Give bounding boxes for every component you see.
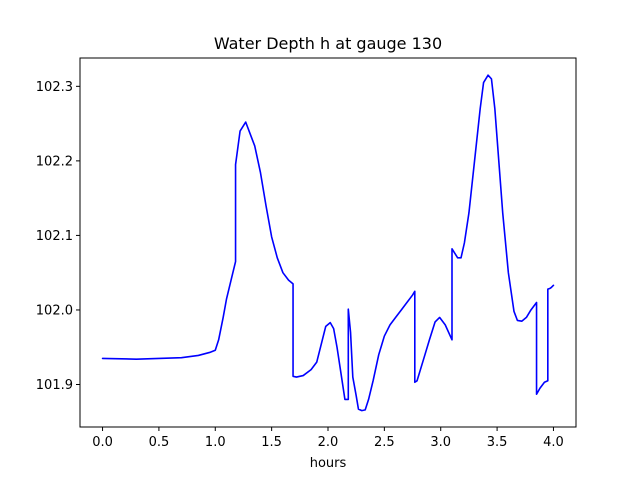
- y-tick-label: 102.2: [36, 154, 73, 169]
- plot-area: [101, 74, 555, 412]
- x-tick-label: 2.5: [374, 435, 395, 450]
- y-tick-label: 102.0: [36, 303, 73, 318]
- y-tick-label: 101.9: [36, 378, 73, 393]
- y-axis: 101.9 102.0 102.1 102.2 102.3: [36, 80, 80, 393]
- x-tick-label: 0.5: [149, 435, 170, 450]
- x-axis-label: hours: [310, 456, 347, 471]
- x-tick-label: 3.5: [487, 435, 508, 450]
- series-line-0: [101, 74, 555, 412]
- y-tick-label: 102.3: [36, 80, 73, 95]
- x-tick-label: 4.0: [543, 435, 564, 450]
- x-tick-label: 2.0: [318, 435, 339, 450]
- chart-title: Water Depth h at gauge 130: [214, 34, 442, 53]
- axes-frame: [79, 57, 577, 428]
- x-tick-label: 3.0: [430, 435, 451, 450]
- x-tick-label: 1.0: [205, 435, 226, 450]
- x-tick-label: 0.0: [92, 435, 113, 450]
- x-tick-label: 1.5: [261, 435, 282, 450]
- y-tick-label: 102.1: [36, 229, 73, 244]
- x-axis: 0.0 0.5 1.0 1.5 2.0 2.5 3.0 3.5 4.0: [92, 427, 564, 450]
